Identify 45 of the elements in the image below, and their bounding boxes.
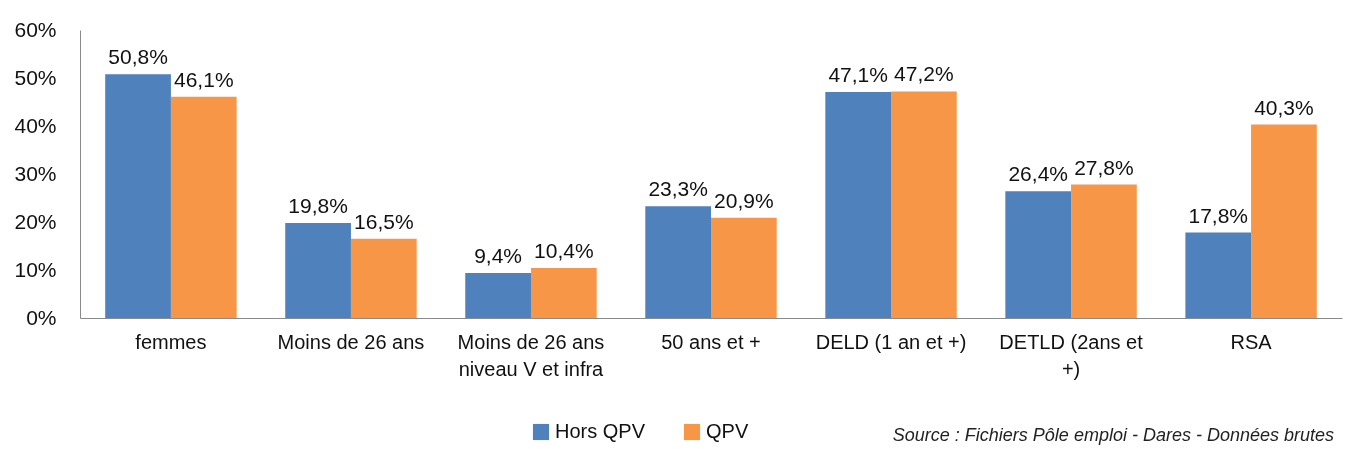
bar bbox=[465, 272, 531, 318]
data-label: 9,4% bbox=[474, 243, 523, 267]
bar bbox=[530, 268, 597, 318]
legend-label: Hors QPV bbox=[555, 420, 646, 442]
x-tick-label: DELD (1 an et +) bbox=[815, 330, 967, 353]
bar bbox=[285, 222, 351, 318]
y-tick-label: 50% bbox=[14, 65, 57, 89]
y-tick-label: 0% bbox=[26, 305, 57, 329]
y-tick-label: 60% bbox=[14, 17, 57, 41]
data-label: 10,4% bbox=[534, 239, 594, 263]
bar bbox=[105, 74, 171, 318]
data-label: 50,8% bbox=[108, 45, 168, 69]
bar bbox=[1251, 124, 1317, 318]
data-label: 17,8% bbox=[1188, 203, 1248, 227]
bar bbox=[1005, 191, 1072, 318]
bar bbox=[170, 96, 237, 318]
bar bbox=[891, 91, 957, 318]
bar bbox=[825, 91, 892, 318]
y-tick-label: 20% bbox=[14, 209, 57, 233]
data-label: 19,8% bbox=[288, 193, 348, 217]
bar bbox=[645, 206, 711, 318]
bar bbox=[711, 217, 777, 318]
data-label: 20,9% bbox=[714, 188, 774, 212]
y-tick-label: 10% bbox=[14, 257, 57, 281]
data-label: 23,3% bbox=[648, 177, 708, 201]
data-label: 40,3% bbox=[1254, 95, 1314, 119]
x-tick-label: Moins de 26 ans bbox=[277, 330, 425, 353]
y-tick-label: 40% bbox=[14, 113, 57, 137]
data-label: 27,8% bbox=[1074, 155, 1134, 179]
y-tick-label: 30% bbox=[14, 161, 57, 185]
data-label: 47,1% bbox=[828, 62, 888, 86]
bar bbox=[1071, 184, 1137, 318]
data-label: 16,5% bbox=[354, 209, 414, 233]
x-tick-label: RSA bbox=[1230, 330, 1273, 353]
bar bbox=[350, 238, 417, 318]
data-label: 26,4% bbox=[1008, 162, 1068, 186]
data-label: 46,1% bbox=[174, 67, 234, 91]
data-label: 47,2% bbox=[894, 62, 954, 86]
x-tick-label: 50 ans et + bbox=[661, 330, 761, 353]
source-note: Source : Fichiers Pôle emploi - Dares - Données brutes bbox=[892, 425, 1334, 445]
bar bbox=[1185, 232, 1252, 318]
x-tick-label: DETLD (2ans et +) bbox=[999, 330, 1144, 380]
x-tick-label: Moins de 26 ans niveau V et infra bbox=[457, 330, 605, 380]
x-tick-label: femmes bbox=[135, 330, 207, 353]
legend-label: QPV bbox=[706, 420, 749, 442]
